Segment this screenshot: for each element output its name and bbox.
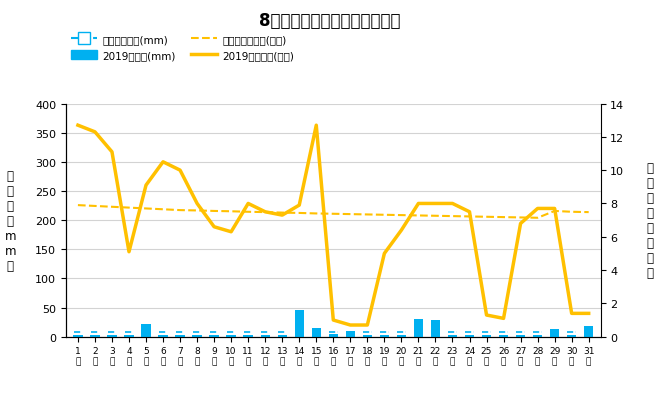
Bar [73,335,82,337]
Bar [550,329,559,337]
Y-axis label: 日
照
時
間
（
時
間
）: 日 照 時 間 （ 時 間 ） [646,162,653,279]
Y-axis label: 降
水
量
（
m
m
）: 降 水 量 （ m m ） [5,169,16,272]
Bar [124,335,134,337]
Bar [209,335,219,337]
Bar [226,335,236,337]
Bar [244,335,253,337]
Bar [90,335,100,337]
Bar [516,335,525,337]
Bar [414,319,423,337]
Bar [261,335,270,337]
Bar [141,324,150,337]
Bar [379,335,389,337]
Bar [465,335,474,337]
Bar [346,331,355,337]
Bar [294,311,304,337]
Bar [278,335,287,337]
Legend: 降水量平年値(mm), 2019降水量(mm), 日照時間平年値(時間), 2019日照時間(時間): 降水量平年値(mm), 2019降水量(mm), 日照時間平年値(時間), 20… [71,35,294,61]
Text: 8月降水量・日照時間（日別）: 8月降水量・日照時間（日別） [259,12,401,30]
Bar [176,335,185,337]
Bar [362,335,372,337]
Bar [108,335,117,337]
Bar [312,328,321,337]
Bar [567,335,576,337]
Bar [397,335,406,337]
Bar [499,335,508,337]
Bar [193,335,202,337]
Bar [329,334,338,337]
Bar [533,335,543,337]
Bar [447,335,457,337]
Bar [482,335,491,337]
Bar [158,335,168,337]
Bar [584,326,593,337]
Bar [431,320,440,337]
